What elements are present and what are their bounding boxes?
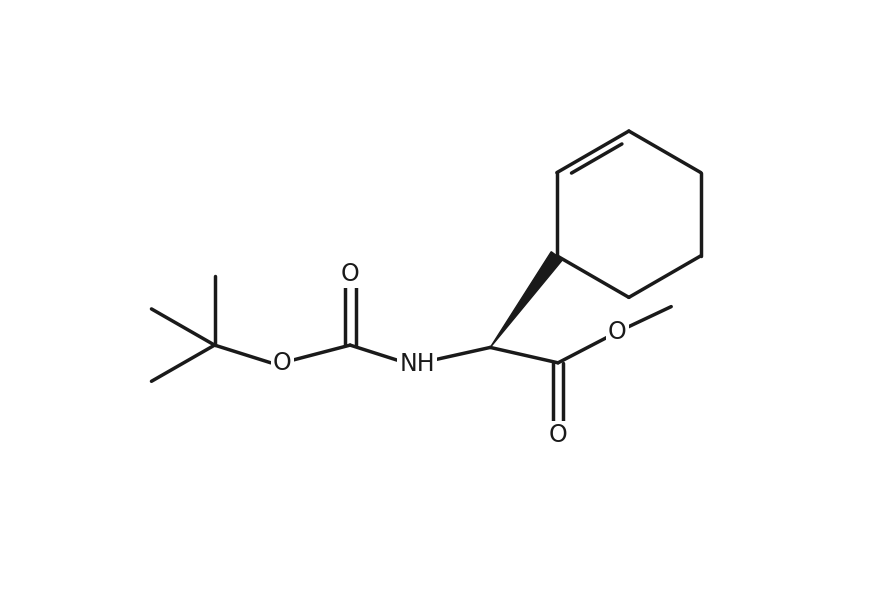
Text: O: O xyxy=(341,263,360,286)
Text: O: O xyxy=(608,320,626,344)
Polygon shape xyxy=(490,252,563,347)
Text: O: O xyxy=(548,423,567,447)
Text: NH: NH xyxy=(400,352,435,376)
Text: O: O xyxy=(273,351,291,375)
